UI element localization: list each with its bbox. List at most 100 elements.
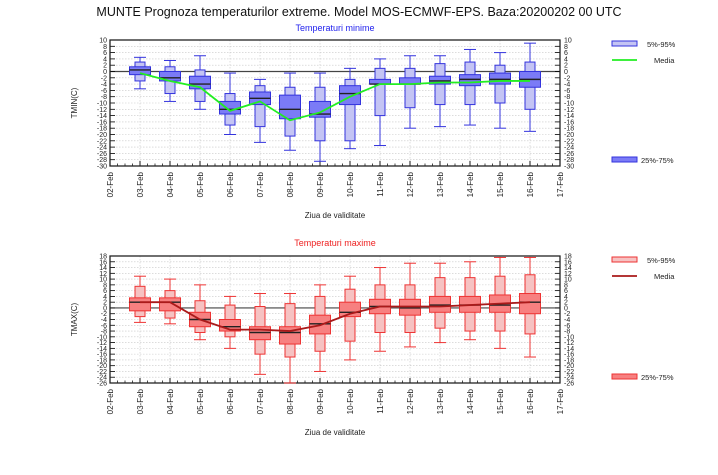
box-14-Feb bbox=[459, 48, 481, 126]
y-tick-label-right: 6 bbox=[564, 288, 568, 295]
y-tick-label-left: 6 bbox=[103, 50, 107, 57]
box-08-Feb bbox=[279, 293, 301, 384]
legend-swatch-5-95 bbox=[611, 256, 638, 263]
y-tick-label-right: -18 bbox=[564, 357, 574, 364]
y-tick-label-left: -10 bbox=[97, 101, 107, 108]
box-09-Feb bbox=[309, 284, 331, 372]
x-tick-label: 13-Feb bbox=[436, 171, 445, 197]
box-12-Feb bbox=[399, 262, 421, 348]
y-tick-label-right: -26 bbox=[564, 381, 574, 388]
y-tick-label-left: 4 bbox=[103, 56, 107, 63]
panel-temperaturi-maxime: Temperaturi maxime-26 -26-24 -24-22 -22-20-… bbox=[70, 238, 676, 437]
y-tick-label-left: 18 bbox=[99, 254, 107, 261]
y-tick-label-left: 0 bbox=[103, 69, 107, 76]
y-tick-label-right: 12 bbox=[564, 271, 572, 278]
y-tick-label-left: -26 bbox=[97, 151, 107, 158]
x-tick-label: 07-Feb bbox=[256, 171, 265, 197]
mean-line bbox=[140, 301, 531, 332]
x-tick-label: 05-Feb bbox=[196, 171, 205, 197]
box-25-75 bbox=[489, 72, 511, 85]
y-tick-label-right: -10 bbox=[564, 334, 574, 341]
y-tick-label-right: 4 bbox=[564, 56, 568, 63]
y-tick-label-left: -14 bbox=[97, 346, 107, 353]
y-tick-label-left: -16 bbox=[97, 119, 107, 126]
x-axis-label: Ziua de validitate bbox=[305, 428, 366, 437]
y-tick-label-left: 14 bbox=[99, 265, 107, 272]
y-tick-label-left: -18 bbox=[97, 357, 107, 364]
mean-line bbox=[139, 72, 530, 122]
legend-swatch-5-95 bbox=[611, 40, 638, 47]
x-tick-label: 16-Feb bbox=[526, 388, 535, 414]
chart-title: Temperaturi minime bbox=[295, 23, 374, 33]
y-tick-label-right: 2 bbox=[564, 300, 568, 307]
y-tick-label-left: -6 bbox=[101, 323, 107, 330]
y-tick-label-right: -24 bbox=[564, 145, 574, 152]
x-tick-label: 02-Feb bbox=[106, 171, 115, 197]
y-tick-label-right: 8 bbox=[564, 44, 568, 51]
x-tick-label: 08-Feb bbox=[286, 171, 295, 197]
y-tick-label-left: -2 bbox=[101, 75, 107, 82]
x-tick-label: 02-Feb bbox=[106, 388, 115, 414]
x-axis-label: Ziua de validitate bbox=[305, 211, 366, 220]
box-08-Feb bbox=[279, 72, 301, 151]
legend-label-5-95: 5%-95% bbox=[647, 40, 676, 49]
y-tick-label-right: 14 bbox=[564, 265, 572, 272]
box-10-Feb bbox=[339, 275, 361, 361]
y-tick-label-right: -16 bbox=[564, 119, 574, 126]
x-tick-label: 08-Feb bbox=[286, 388, 295, 414]
x-tick-label: 03-Feb bbox=[136, 388, 145, 414]
box-11-Feb bbox=[369, 267, 391, 352]
y-tick-label-left: 10 bbox=[99, 38, 107, 45]
box-15-Feb bbox=[489, 52, 511, 129]
y-tick-label-left: 8 bbox=[103, 44, 107, 51]
x-tick-label: 03-Feb bbox=[136, 171, 145, 197]
x-tick-label: 11-Feb bbox=[376, 388, 385, 413]
box-12-Feb bbox=[399, 55, 421, 129]
y-tick-label-right: 0 bbox=[564, 305, 568, 312]
y-tick-label-right: -30 bbox=[564, 164, 574, 171]
legend-label-25-75: 25%-75% bbox=[641, 156, 674, 165]
y-tick-label-right: 10 bbox=[564, 38, 572, 45]
x-tick-label: 10-Feb bbox=[346, 171, 355, 197]
y-tick-label-left: -10 bbox=[97, 334, 107, 341]
y-tick-label-left: -18 bbox=[97, 126, 107, 133]
x-tick-label: 16-Feb bbox=[526, 171, 535, 197]
box-25-75 bbox=[249, 326, 271, 341]
y-tick-label-right: -4 bbox=[564, 82, 570, 89]
box-06-Feb bbox=[219, 72, 241, 135]
y-tick-label-right: -4 bbox=[564, 317, 570, 324]
box-25-75 bbox=[429, 295, 451, 313]
y-tick-label-left: -22 bbox=[97, 138, 107, 145]
y-tick-label-left: -28 bbox=[97, 157, 107, 164]
box-13-Feb bbox=[429, 55, 451, 128]
legend-swatch-25-75 bbox=[611, 373, 638, 380]
y-tick-label-right: -14 bbox=[564, 113, 574, 120]
box-25-75 bbox=[129, 297, 151, 312]
y-tick-label-left: -22 bbox=[97, 369, 107, 376]
y-tick-label-left: -20 bbox=[97, 363, 107, 370]
y-tick-label-left: -12 bbox=[97, 107, 107, 114]
x-tick-label: 15-Feb bbox=[496, 388, 505, 414]
y-tick-label-left: -6 bbox=[101, 88, 107, 95]
x-tick-label: 04-Feb bbox=[166, 388, 175, 414]
y-tick-label-right: -22 bbox=[564, 369, 574, 376]
x-tick-label: 15-Feb bbox=[496, 171, 505, 197]
box-25-75 bbox=[519, 293, 541, 315]
box-25-75 bbox=[159, 297, 181, 312]
y-tick-label-right: -24 bbox=[564, 375, 574, 382]
x-tick-label: 04-Feb bbox=[166, 171, 175, 197]
y-tick-label-right: -6 bbox=[564, 88, 570, 95]
legend-swatch-25-75 bbox=[611, 156, 638, 163]
x-tick-label: 11-Feb bbox=[376, 171, 385, 196]
y-axis-label: TMIN(C) bbox=[70, 87, 79, 118]
box-07-Feb bbox=[249, 293, 271, 375]
y-tick-label-right: -16 bbox=[564, 352, 574, 359]
y-tick-label-left: -4 bbox=[101, 317, 107, 324]
x-tick-label: 05-Feb bbox=[196, 388, 205, 414]
y-tick-label-right: 8 bbox=[564, 282, 568, 289]
x-tick-label: 14-Feb bbox=[466, 171, 475, 197]
y-tick-label-right: -14 bbox=[564, 346, 574, 353]
legend-label-mean: Media bbox=[654, 272, 675, 281]
box-5-95 bbox=[344, 78, 356, 142]
